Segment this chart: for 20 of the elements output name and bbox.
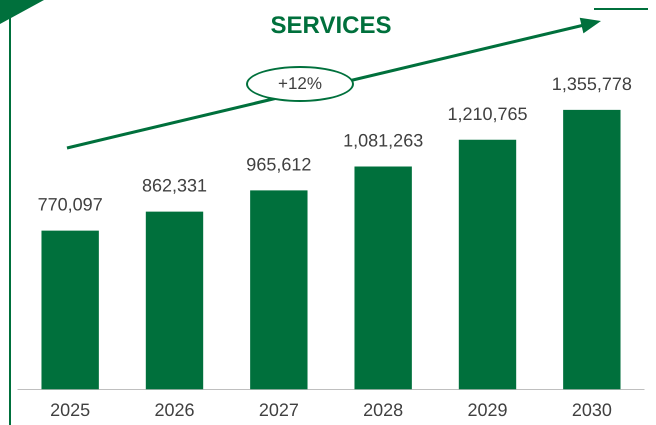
data-label: 770,097 [38, 194, 103, 215]
chart-title: SERVICES [270, 12, 392, 40]
data-label: 862,331 [142, 176, 208, 196]
x-tick-label: 2030 [572, 400, 612, 420]
data-label: 1,081,263 [343, 130, 424, 150]
bar [563, 110, 621, 390]
text: +12% [246, 66, 354, 102]
bar [458, 140, 516, 390]
bar [250, 190, 308, 390]
bar [146, 212, 204, 390]
x-tick-label: 2025 [50, 400, 90, 420]
data-label: 1,210,765 [447, 104, 528, 124]
x-tick-label: 2027 [258, 400, 299, 420]
x-tick-label: 2026 [154, 400, 195, 420]
data-label: 965,612 [246, 154, 312, 174]
x-tick-label: 2028 [363, 400, 404, 420]
bar [41, 230, 99, 390]
bar [354, 166, 412, 390]
x-tick-label: 2029 [467, 400, 508, 420]
data-label: 1,355,778 [552, 74, 632, 94]
